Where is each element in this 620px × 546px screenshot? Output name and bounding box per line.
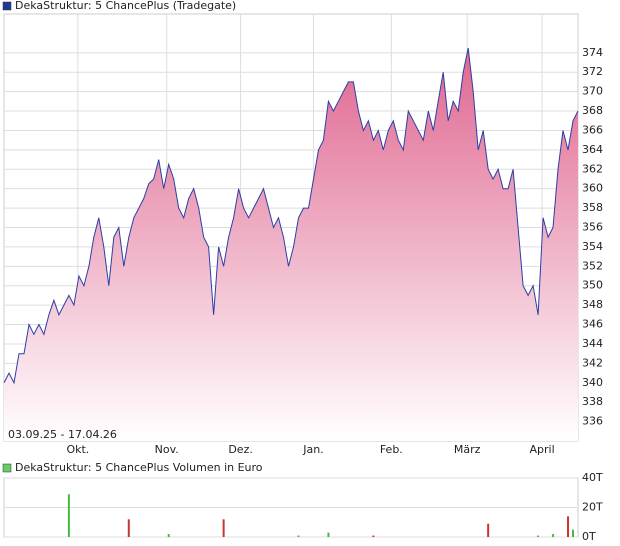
legend-swatch xyxy=(2,463,12,473)
y-tick-label: 20T xyxy=(582,501,603,514)
y-tick-label: 370 xyxy=(582,85,603,98)
volume-bar xyxy=(572,529,575,537)
legend-label: DekaStruktur: 5 ChancePlus (Tradegate) xyxy=(15,0,236,12)
legend-label: DekaStruktur: 5 ChancePlus Volumen in Eu… xyxy=(15,461,263,474)
volume-bar xyxy=(297,535,300,537)
y-tick-label: 348 xyxy=(582,298,603,311)
y-tick-label: 344 xyxy=(582,337,603,350)
x-tick-label: Dez. xyxy=(228,443,253,456)
y-tick-label: 40T xyxy=(582,471,603,484)
volume-bar xyxy=(167,534,170,537)
volume-bar xyxy=(127,519,130,537)
x-tick-label: Nov. xyxy=(155,443,179,456)
date-range: 03.09.25 - 17.04.26 xyxy=(8,428,117,441)
y-tick-label: 356 xyxy=(582,221,603,234)
volume-bar xyxy=(567,516,570,537)
y-tick-label: 372 xyxy=(582,65,603,78)
y-tick-label: 354 xyxy=(582,240,603,253)
legend-swatch xyxy=(2,1,12,11)
y-tick-label: 362 xyxy=(582,162,603,175)
y-tick-label: 374 xyxy=(582,46,603,59)
volume-bar xyxy=(552,534,555,537)
y-tick-label: 336 xyxy=(582,415,603,428)
volume-bar xyxy=(372,535,375,537)
y-tick-label: 358 xyxy=(582,201,603,214)
y-tick-label: 352 xyxy=(582,259,603,272)
volume-bar xyxy=(537,535,540,537)
x-tick-label: März xyxy=(454,443,481,456)
y-tick-label: 0T xyxy=(582,530,596,543)
y-tick-label: 360 xyxy=(582,182,603,195)
volume-bar xyxy=(67,494,70,537)
y-tick-label: 364 xyxy=(582,143,603,156)
x-tick-label: April xyxy=(529,443,554,456)
x-tick-label: Okt. xyxy=(66,443,89,456)
y-tick-label: 346 xyxy=(582,318,603,331)
price-area xyxy=(4,48,578,441)
volume-bar xyxy=(327,532,330,537)
volume-bar xyxy=(487,523,490,537)
y-tick-label: 338 xyxy=(582,395,603,408)
x-tick-label: Jan. xyxy=(302,443,323,456)
y-tick-label: 366 xyxy=(582,123,603,136)
y-tick-label: 350 xyxy=(582,279,603,292)
volume-bar xyxy=(222,519,225,537)
y-tick-label: 342 xyxy=(582,356,603,369)
y-tick-label: 368 xyxy=(582,104,603,117)
price-line xyxy=(3,47,579,385)
y-tick-label: 340 xyxy=(582,376,603,389)
x-tick-label: Feb. xyxy=(380,443,403,456)
